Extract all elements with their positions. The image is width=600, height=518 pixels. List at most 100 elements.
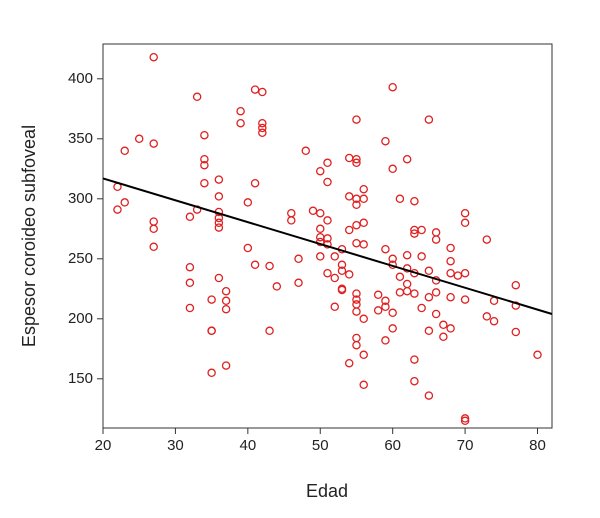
point — [460, 208, 470, 218]
point — [424, 115, 434, 124]
point — [308, 206, 318, 216]
point — [243, 198, 253, 207]
point — [460, 416, 470, 426]
point — [250, 260, 260, 270]
point — [381, 336, 390, 345]
point — [352, 200, 361, 210]
point — [439, 332, 448, 342]
point — [214, 218, 224, 228]
point — [402, 154, 412, 164]
point — [221, 286, 231, 296]
point — [388, 324, 397, 333]
point — [316, 224, 325, 234]
point — [236, 106, 245, 116]
point — [149, 139, 158, 148]
point — [113, 205, 122, 214]
point — [352, 154, 361, 164]
point — [221, 304, 231, 314]
point — [359, 194, 368, 204]
point — [258, 128, 267, 138]
point — [417, 225, 426, 235]
point — [460, 414, 470, 423]
point — [200, 154, 209, 164]
point — [417, 252, 426, 261]
point — [294, 278, 303, 288]
point — [352, 115, 361, 124]
point — [446, 268, 455, 278]
point — [337, 260, 347, 270]
point — [395, 288, 405, 297]
point — [330, 302, 339, 312]
point — [402, 286, 412, 296]
x-tick-label: 60 — [384, 437, 401, 454]
point — [388, 308, 397, 318]
point — [352, 220, 361, 230]
x-tick-label: 40 — [239, 437, 256, 454]
point — [316, 166, 325, 176]
x-axis-title: Edad — [306, 481, 348, 501]
point — [410, 355, 419, 364]
point — [185, 303, 195, 313]
point — [287, 208, 296, 218]
y-tick-label: 150 — [68, 370, 93, 387]
point — [207, 295, 216, 304]
point — [352, 307, 361, 316]
point — [402, 279, 412, 289]
point — [359, 184, 368, 194]
point — [424, 326, 434, 336]
point — [258, 118, 267, 128]
point — [265, 326, 274, 336]
point — [265, 261, 274, 271]
point — [460, 268, 470, 278]
point — [149, 217, 158, 226]
point — [489, 316, 499, 326]
point — [221, 296, 231, 306]
point — [359, 240, 368, 249]
point — [207, 326, 216, 336]
point — [373, 306, 383, 315]
point — [149, 242, 158, 252]
point — [207, 368, 216, 378]
fit-line — [102, 177, 553, 315]
point — [410, 376, 419, 386]
point — [482, 312, 492, 321]
point — [359, 350, 368, 360]
point — [359, 218, 368, 228]
point — [185, 212, 195, 222]
point — [417, 303, 426, 313]
point — [352, 333, 361, 343]
point — [446, 256, 455, 266]
point — [344, 153, 354, 163]
point — [344, 270, 354, 279]
point — [344, 192, 354, 201]
point — [337, 266, 347, 276]
point — [250, 178, 260, 188]
point — [258, 123, 267, 133]
point — [431, 228, 441, 237]
point — [344, 358, 354, 368]
point — [352, 340, 361, 350]
point — [287, 216, 296, 225]
point — [381, 244, 390, 254]
point — [395, 194, 405, 204]
point — [352, 158, 361, 168]
point — [352, 295, 361, 304]
point — [424, 391, 434, 400]
point — [381, 302, 390, 312]
point — [316, 252, 325, 261]
point — [294, 254, 303, 264]
point — [214, 175, 224, 184]
y-tick-label: 200 — [68, 310, 93, 327]
point — [323, 158, 332, 168]
point — [395, 272, 405, 282]
point — [120, 146, 129, 156]
plot-frame — [102, 43, 553, 429]
point — [214, 273, 224, 283]
point — [200, 178, 209, 188]
point — [134, 134, 144, 144]
point — [192, 92, 202, 102]
y-tick-label: 250 — [68, 250, 93, 267]
point — [352, 300, 361, 309]
point — [511, 280, 521, 290]
